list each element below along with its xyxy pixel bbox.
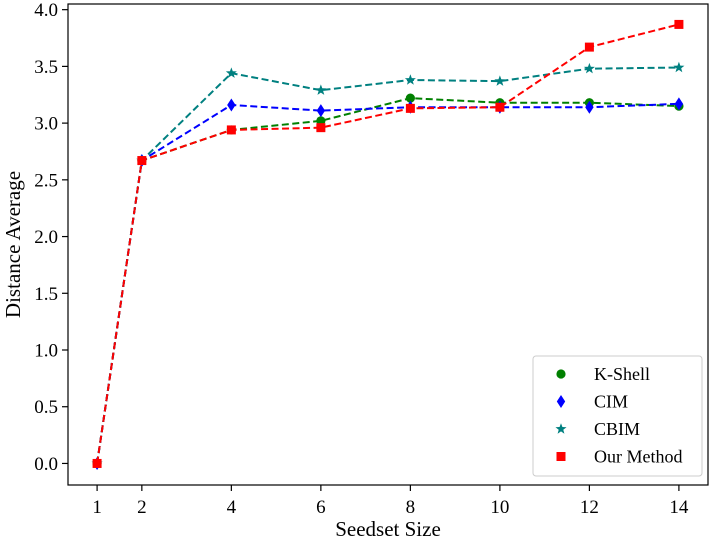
data-point-our-method [405,103,415,113]
data-point-cbim [673,61,685,73]
y-axis-title: Distance Average [1,171,25,318]
legend-label-cbim: CBIM [594,419,640,439]
x-tick-label: 2 [137,497,147,518]
data-point-cbim [583,62,595,74]
data-point-our-method [316,123,326,133]
y-tick-label: 1.0 [34,341,58,362]
series-line-our-method [96,23,680,464]
data-point-our-method [495,102,505,112]
x-axis-title: Seedset Size [335,517,441,541]
y-tick-label: 2.5 [34,170,58,191]
data-point-cim [227,98,236,112]
x-tick-label: 6 [316,497,326,518]
y-tick-label: 1.5 [34,284,58,305]
series-our-method [92,19,684,468]
data-point-cbim [315,84,327,95]
plot-area [91,19,685,470]
y-tick-label: 4.0 [34,0,58,21]
legend-marker-cim [556,395,566,408]
legend-label-cim: CIM [594,392,628,412]
data-point-our-method [226,125,236,135]
y-tick-label: 2.0 [34,227,58,248]
data-point-k-shell [316,116,326,126]
x-tick-label: 14 [669,497,689,518]
y-tick-label: 0.0 [34,454,58,475]
legend-label-our-method: Our Method [594,447,683,467]
legend-marker-cbim [555,423,567,434]
x-tick-label: 1 [92,497,102,518]
legend-marker-our-method [556,452,566,461]
data-point-cim [316,104,326,118]
legend-box [532,355,703,477]
data-point-our-method [674,19,684,29]
legend-marker-k-shell [556,369,566,379]
legend: K-Shell CIM CBIM Our Method [532,355,703,477]
x-tick-label: 4 [227,497,237,518]
data-point-cim [674,97,684,111]
data-point-k-shell [405,93,415,103]
x-tick-label: 8 [406,497,416,518]
data-point-cbim [494,75,506,86]
y-tick-label: 3.0 [34,114,58,135]
data-point-our-method [137,156,147,166]
data-point-cbim [404,74,416,85]
series-line-cbim [96,66,679,464]
y-tick-label: 0.5 [34,397,58,418]
axes: 1 2 4 6 8 10 12 140.00.51.01.52.02.53.03.54.0 [34,0,709,518]
series-line-cim [96,102,679,464]
data-point-our-method [584,42,594,52]
data-point-cim [585,100,594,114]
x-tick-label: 10 [490,497,509,518]
x-tick-label: 12 [580,497,599,518]
y-tick-label: 3.5 [34,57,58,78]
data-point-our-method [92,458,102,468]
plot-frame [67,3,709,486]
legend-label-k-shell: K-Shell [594,364,650,384]
data-point-cbim [225,67,237,78]
